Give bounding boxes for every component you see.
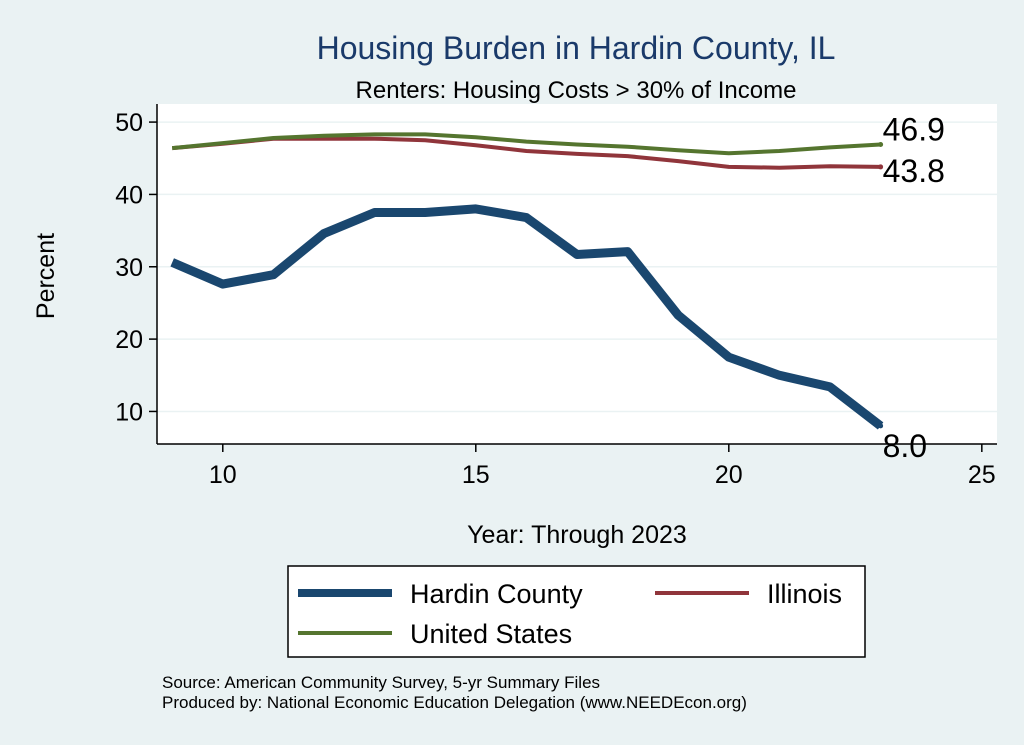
chart-title: Housing Burden in Hardin County, IL [317,30,836,66]
series-lines [170,132,884,430]
legend-label-united-states: United States [410,619,572,649]
series-line-united-states [172,132,881,156]
series-endpoint-united-states [878,142,884,148]
x-axis-label: Year: Through 2023 [467,521,687,549]
legend-box [287,565,866,658]
source-note: Source: American Community Survey, 5-yr … [162,673,600,692]
chart-subtitle: Renters: Housing Costs > 30% of Income [356,77,797,104]
end-label-hardin-county: 8.0 [883,428,927,464]
legend: Hardin County Illinois United States [287,565,866,658]
x-tick-label-10: 10 [209,461,237,489]
plot-area [157,104,997,444]
x-tick-label-15: 15 [462,461,490,489]
legend-label-hardin-county: Hardin County [410,579,583,609]
y-axis-label: Percent [32,233,60,319]
produced-by-note: Produced by: National Economic Education… [162,693,747,712]
end-label-illinois: 43.8 [883,153,945,189]
y-tick-label-50: 50 [115,109,143,137]
x-tick-label-25: 25 [968,461,996,489]
legend-label-illinois: Illinois [767,579,842,609]
tick-labels: 10 20 30 40 50 10 15 20 25 [115,109,996,489]
end-labels: 43.8 46.9 8.0 [883,112,945,464]
y-tick-label-20: 20 [115,326,143,354]
series-endpoint-hardin-county [878,423,884,429]
series-line-hardin-county [170,204,884,430]
x-tick-label-20: 20 [715,461,743,489]
y-tick-label-40: 40 [115,181,143,209]
y-tick-label-10: 10 [115,398,143,426]
series-endpoint-illinois [878,164,884,170]
axes [149,104,997,452]
end-label-united-states: 46.9 [883,112,945,148]
y-tick-label-30: 30 [115,254,143,282]
